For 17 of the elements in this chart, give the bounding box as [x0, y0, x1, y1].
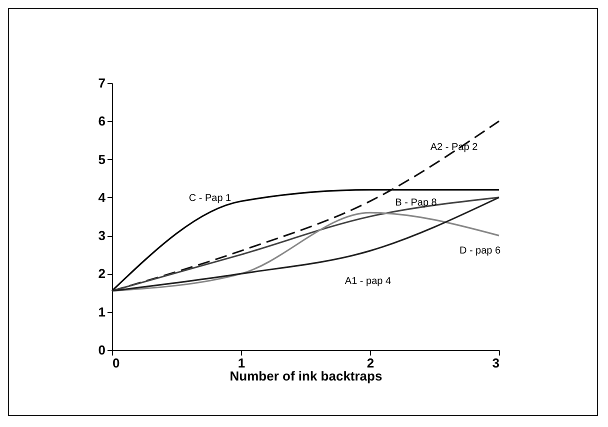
x-tick-label: 3: [492, 356, 500, 370]
x-tick-label: 1: [238, 356, 246, 370]
y-tick-label: 6: [98, 114, 106, 129]
y-tick-label: 3: [98, 228, 106, 244]
x-tick-label: 0: [112, 356, 120, 370]
y-tick-label: 4: [98, 190, 106, 205]
series-label: A2 - Pap 2: [430, 142, 478, 154]
x-axis-title: Number of ink backtraps: [230, 368, 382, 384]
series-label: C - Pap 1: [188, 193, 232, 204]
y-tick-label: 0: [98, 342, 106, 358]
series-label: A1 - pap 4: [344, 276, 392, 287]
y-tick-label: 7: [98, 76, 106, 90]
y-tick-label: 2: [98, 266, 106, 282]
y-tick-label: 5: [98, 152, 106, 167]
x-tick-label: 2: [366, 356, 374, 370]
series-label: D - pap 6: [459, 246, 501, 257]
y-tick-label: 1: [98, 304, 106, 320]
